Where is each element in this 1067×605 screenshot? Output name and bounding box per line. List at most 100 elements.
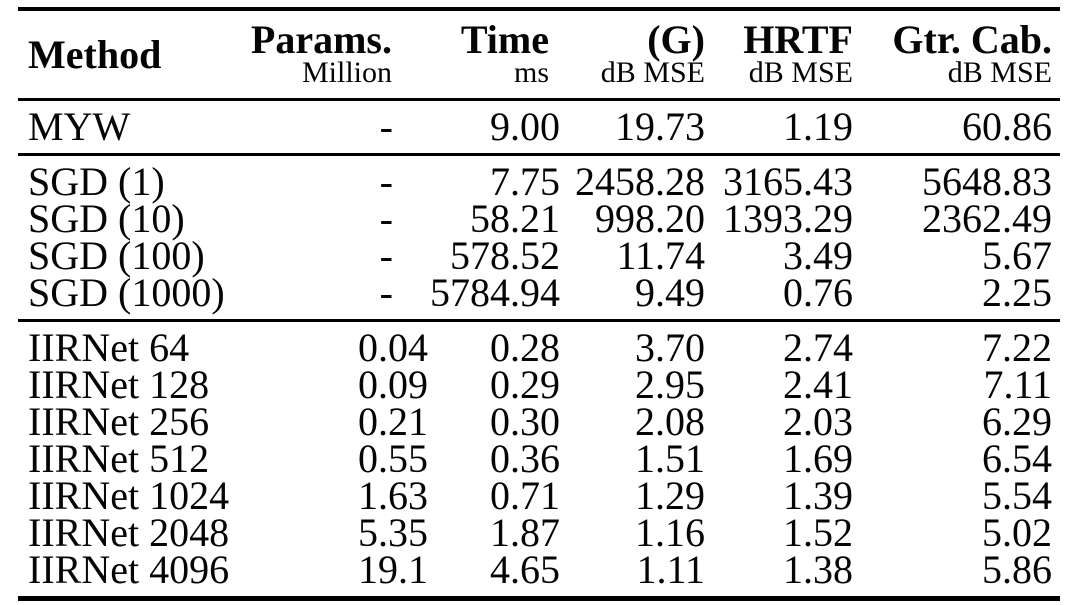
- value-cell: 7.22: [982, 325, 1052, 370]
- value-cell: -: [379, 159, 393, 204]
- table-row: SGD (10) - 58.21 998.20 1393.29 2362.49: [18, 196, 1060, 241]
- value-cell: 5.67: [982, 233, 1052, 278]
- value-cell: 1.16: [635, 510, 705, 555]
- value-cell: 9.00: [490, 104, 560, 149]
- method-cell: IIRNet 64: [28, 325, 190, 370]
- value-cell: 11.74: [616, 233, 705, 278]
- table-row: MYW - 9.00 19.73 1.19 60.86: [18, 100, 1060, 155]
- value-cell: 2.41: [783, 362, 853, 407]
- value-cell: 2.95: [635, 362, 705, 407]
- value-cell: 3.49: [783, 233, 853, 278]
- value-cell: 4.65: [490, 547, 560, 592]
- column-header-params: Params. Million: [248, 9, 428, 100]
- value-cell: 5.02: [982, 510, 1052, 555]
- value-cell: 3165.43: [723, 159, 853, 204]
- value-cell: -: [379, 104, 393, 149]
- method-cell: SGD (1): [28, 159, 165, 204]
- results-table: Method Params. Million Time ms (G) dB MS…: [18, 7, 1060, 601]
- group-iirnet: IIRNet 64 0.04 0.28 3.70 2.74 7.22 IIRNet 128 0…: [18, 320, 1060, 599]
- value-cell: 1.52: [783, 510, 853, 555]
- column-header-unit: Million: [301, 56, 392, 89]
- column-header-label: Method: [28, 32, 162, 77]
- column-header-unit: ms: [513, 56, 549, 89]
- method-cell: IIRNet 4096: [28, 547, 230, 592]
- value-cell: 6.29: [982, 399, 1052, 444]
- value-cell: 5.86: [982, 547, 1052, 592]
- group-myw: MYW - 9.00 19.73 1.19 60.86: [18, 99, 1060, 155]
- results-table-wrapper: Method Params. Million Time ms (G) dB MS…: [18, 7, 1060, 601]
- value-cell: 7.75: [490, 159, 560, 204]
- value-cell: 60.86: [962, 104, 1052, 149]
- value-cell: 0.29: [490, 362, 560, 407]
- table-row: SGD (1000) -5784.94 9.49 0.76 2.25: [18, 270, 1060, 321]
- value-cell: -: [379, 196, 393, 241]
- value-cell: 3.70: [635, 325, 705, 370]
- value-cell: 0.71: [490, 473, 560, 518]
- value-cell: 0.28: [490, 325, 560, 370]
- value-cell: -: [379, 270, 393, 315]
- table-row: IIRNet 2048 5.35 1.87 1.16 1.52 5.02: [18, 510, 1060, 555]
- value-cell: 0.21: [358, 399, 428, 444]
- value-cell: 2458.28: [575, 159, 705, 204]
- value-cell: 0.09: [358, 362, 428, 407]
- method-cell: SGD (10): [28, 196, 185, 241]
- table-row: IIRNet 1024 1.63 0.71 1.29 1.39 5.54: [18, 473, 1060, 518]
- value-cell: 19.1: [358, 547, 428, 592]
- method-cell: IIRNet 1024: [28, 473, 230, 518]
- value-cell: 2362.49: [922, 196, 1052, 241]
- value-cell: 578.52: [450, 233, 560, 278]
- table-row: SGD (1) - 7.75 2458.28 3165.43 5648.83: [18, 155, 1060, 204]
- value-cell: 58.21: [470, 196, 560, 241]
- value-cell: 1.11: [636, 547, 705, 592]
- column-header-label: Gtr. Cab.: [892, 17, 1052, 62]
- value-cell: 998.20: [595, 196, 705, 241]
- table-row: IIRNet 4096 19.1 4.65 1.11 1.38 5.86: [18, 547, 1060, 599]
- method-cell: IIRNet 128: [28, 362, 210, 407]
- value-cell: 5648.83: [922, 159, 1052, 204]
- value-cell: 1.69: [783, 436, 853, 481]
- value-cell: 1.51: [635, 436, 705, 481]
- table-row: IIRNet 128 0.09 0.29 2.95 2.41 7.11: [18, 362, 1060, 407]
- value-cell: 0.04: [358, 325, 428, 370]
- header-row: Method Params. Million Time ms (G) dB MS…: [18, 9, 1060, 100]
- value-cell: 5.35: [358, 510, 428, 555]
- table-row: IIRNet 512 0.55 0.36 1.51 1.69 6.54: [18, 436, 1060, 481]
- value-cell: 9.49: [635, 270, 705, 315]
- method-cell: SGD (1000): [28, 270, 225, 315]
- method-cell: IIRNet 256: [28, 399, 210, 444]
- value-cell: -: [379, 233, 393, 278]
- value-cell: 0.55: [358, 436, 428, 481]
- method-cell: IIRNet 512: [28, 436, 210, 481]
- column-header-gtr-cab: Gtr. Cab. dB MSE: [853, 9, 1060, 100]
- column-header-unit: dB MSE: [600, 56, 705, 89]
- value-cell: 1.29: [635, 473, 705, 518]
- table-header: Method Params. Million Time ms (G) dB MS…: [18, 9, 1060, 100]
- column-header-unit: dB MSE: [947, 56, 1052, 89]
- value-cell: 2.74: [783, 325, 853, 370]
- method-cell: IIRNet 2048: [28, 510, 230, 555]
- column-header-label: Time: [460, 17, 549, 62]
- value-cell: 7.11: [983, 362, 1052, 407]
- column-header-hrtf: HRTF dB MSE: [705, 9, 853, 100]
- value-cell: 2.03: [783, 399, 853, 444]
- column-header-method: Method: [18, 9, 248, 100]
- column-header-g: (G) dB MSE: [560, 9, 705, 100]
- column-header-label: Params.: [250, 17, 392, 62]
- method-cell: MYW: [28, 104, 131, 149]
- value-cell: 6.54: [982, 436, 1052, 481]
- column-header-label: HRTF: [743, 17, 853, 62]
- value-cell: 2.25: [982, 270, 1052, 315]
- table-row: IIRNet 64 0.04 0.28 3.70 2.74 7.22: [18, 321, 1060, 370]
- value-cell: 5.54: [982, 473, 1052, 518]
- value-cell: 5784.94: [430, 270, 560, 315]
- value-cell: 0.30: [490, 399, 560, 444]
- group-sgd: SGD (1) -7.75 2458.28 3165.43 5648.83 SGD (10…: [18, 154, 1060, 321]
- table-row: IIRNet 256 0.21 0.30 2.08 2.03 6.29: [18, 399, 1060, 444]
- value-cell: 1.87: [490, 510, 560, 555]
- value-cell: 1.38: [783, 547, 853, 592]
- table-row: SGD (100) - 578.52 11.74 3.49 5.67: [18, 233, 1060, 278]
- value-cell: 2.08: [635, 399, 705, 444]
- value-cell: 1.19: [783, 104, 853, 149]
- value-cell: 1393.29: [723, 196, 853, 241]
- value-cell: 1.63: [358, 473, 428, 518]
